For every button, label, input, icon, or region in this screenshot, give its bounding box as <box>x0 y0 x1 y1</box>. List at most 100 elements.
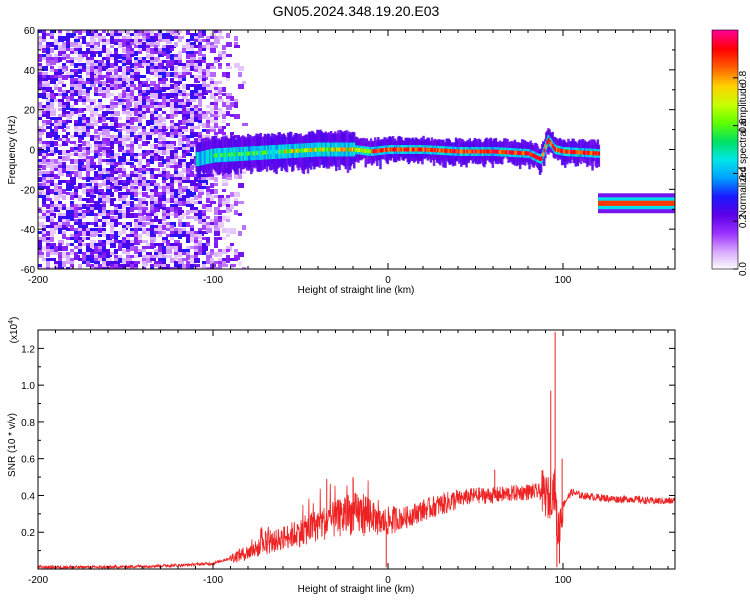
noise-cell <box>106 255 110 260</box>
noise-cell <box>102 159 106 162</box>
noise-cell <box>198 87 202 90</box>
noise-cell <box>206 243 210 246</box>
noise-cell <box>214 84 218 87</box>
noise-cell <box>234 252 238 257</box>
noise-cell <box>122 222 128 227</box>
colorbar-swatch <box>712 193 738 196</box>
noise-cell <box>178 60 182 65</box>
noise-cell <box>126 57 132 62</box>
noise-cell <box>78 198 84 201</box>
noise-cell <box>158 249 162 254</box>
noise-cell <box>158 204 162 209</box>
noise-cell <box>50 36 54 39</box>
noise-cell <box>126 30 130 35</box>
noise-cell <box>178 243 182 246</box>
noise-cell <box>186 45 190 50</box>
noise-cell <box>94 147 98 152</box>
noise-cell <box>74 147 78 150</box>
colorbar-swatch <box>712 79 738 83</box>
noise-cell <box>114 54 118 57</box>
noise-cell <box>62 156 68 161</box>
noise-cell <box>94 228 100 231</box>
noise-cell <box>162 180 166 183</box>
noise-cell <box>42 180 48 183</box>
ridge-core <box>346 147 348 152</box>
noise-cell <box>198 69 202 74</box>
noise-cell <box>38 192 44 197</box>
noise-cell <box>142 246 146 251</box>
noise-cell <box>222 111 226 114</box>
noise-cell <box>110 30 114 33</box>
noise-cell <box>170 72 174 77</box>
noise-cell <box>146 63 150 68</box>
noise-cell <box>98 69 102 72</box>
noise-cell <box>42 90 46 95</box>
noise-cell <box>170 144 174 149</box>
noise-cell <box>102 147 108 150</box>
noise-cell <box>90 165 96 170</box>
noise-cell <box>218 111 222 116</box>
noise-cell <box>190 123 194 128</box>
noise-cell <box>50 132 56 137</box>
ridge-core <box>291 149 294 153</box>
noise-cell <box>122 108 126 113</box>
noise-cell <box>186 249 190 254</box>
ridge-core <box>238 152 241 156</box>
noise-cell <box>94 216 98 219</box>
noise-cell <box>154 231 160 234</box>
noise-cell <box>214 87 218 92</box>
ridge-core <box>560 148 563 153</box>
noise-cell <box>90 252 94 257</box>
noise-cell <box>106 141 112 146</box>
noise-cell <box>178 216 184 219</box>
noise-cell <box>106 159 110 164</box>
noise-cell <box>170 45 176 48</box>
noise-cell <box>58 126 64 129</box>
noise-cell <box>50 249 56 254</box>
noise-cell <box>238 261 242 266</box>
noise-cell <box>62 222 66 225</box>
noise-cell <box>206 240 210 245</box>
noise-cell <box>102 180 106 185</box>
ridge-core <box>424 147 427 152</box>
ridge-core <box>476 149 479 154</box>
noise-cell <box>158 225 164 230</box>
noise-cell <box>74 165 78 170</box>
noise-cell <box>106 171 112 176</box>
ridge-core <box>584 150 586 155</box>
noise-cell <box>226 66 232 69</box>
noise-cell <box>62 246 68 251</box>
noise-cell <box>94 42 100 47</box>
noise-cell <box>126 87 132 92</box>
ridge-core <box>465 149 467 154</box>
noise-cell <box>110 69 114 72</box>
ridge-core <box>395 147 397 152</box>
ridge-core <box>570 149 572 154</box>
noise-cell <box>202 225 208 230</box>
noise-cell <box>54 159 58 164</box>
noise-cell <box>78 132 82 137</box>
noise-cell <box>182 84 186 89</box>
noise-cell <box>90 30 94 35</box>
noise-cell <box>106 249 110 254</box>
noise-cell <box>110 225 114 230</box>
noise-cell <box>234 99 238 104</box>
noise-cell <box>198 183 202 188</box>
noise-cell <box>58 72 62 75</box>
noise-cell <box>106 72 112 77</box>
ridge-core <box>488 149 491 154</box>
noise-cell <box>134 222 140 225</box>
noise-cell <box>166 132 170 137</box>
noise-cell <box>198 39 202 42</box>
noise-cell <box>214 267 218 269</box>
noise-cell <box>190 192 196 197</box>
noise-cell <box>42 120 46 125</box>
colorbar-swatch <box>712 177 738 180</box>
noise-cell <box>74 192 78 197</box>
noise-cell <box>162 264 168 267</box>
noise-cell <box>186 204 190 207</box>
noise-cell <box>78 126 82 131</box>
noise-cell <box>178 177 182 180</box>
noise-cell <box>194 213 198 218</box>
noise-cell <box>158 66 162 71</box>
